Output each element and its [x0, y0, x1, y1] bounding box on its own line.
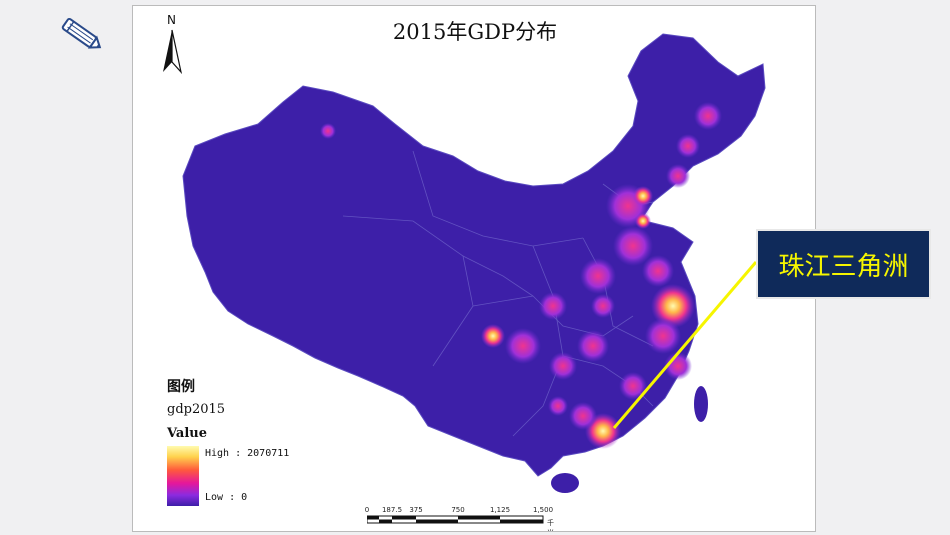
gdp-map [182, 33, 766, 493]
gdp-hotspots [320, 102, 722, 449]
scale-unit: 千米 [547, 519, 554, 531]
legend-field: gdp2015 [167, 402, 226, 417]
scale-bar-graphic [367, 515, 544, 524]
scale-tick: 187.5 [381, 506, 403, 514]
scale-bar: 0 187.5 375 750 1,125 1,500 千米 [364, 506, 557, 531]
hainan-island [551, 473, 579, 493]
north-arrow-icon [163, 29, 183, 75]
scale-tick: 1,500 [532, 506, 554, 514]
legend-value-label: Value [167, 426, 207, 441]
scale-tick: 1,125 [489, 506, 511, 514]
north-label: N [167, 13, 176, 27]
map-title: 2015年GDP分布 [392, 20, 558, 44]
pearl-river-delta-callout: 珠江三角洲 [756, 229, 931, 299]
legend-color-ramp [167, 446, 199, 506]
scale-tick: 375 [409, 506, 423, 514]
scale-tick: 0 [364, 506, 370, 514]
legend-high: High : 2070711 [205, 448, 290, 459]
scale-tick: 750 [451, 506, 465, 514]
legend-title: 图例 [167, 379, 195, 395]
map-frame: 2015年GDP分布 N 图例 gdp2015 Value High : 207… [132, 5, 816, 532]
taiwan-island [694, 386, 708, 422]
china-mainland [182, 33, 766, 477]
map-legend: 图例 gdp2015 Value High : 2070711 Low : 0 [167, 376, 347, 516]
legend-low: Low : 0 [205, 492, 248, 503]
pencil-icon [61, 17, 102, 49]
